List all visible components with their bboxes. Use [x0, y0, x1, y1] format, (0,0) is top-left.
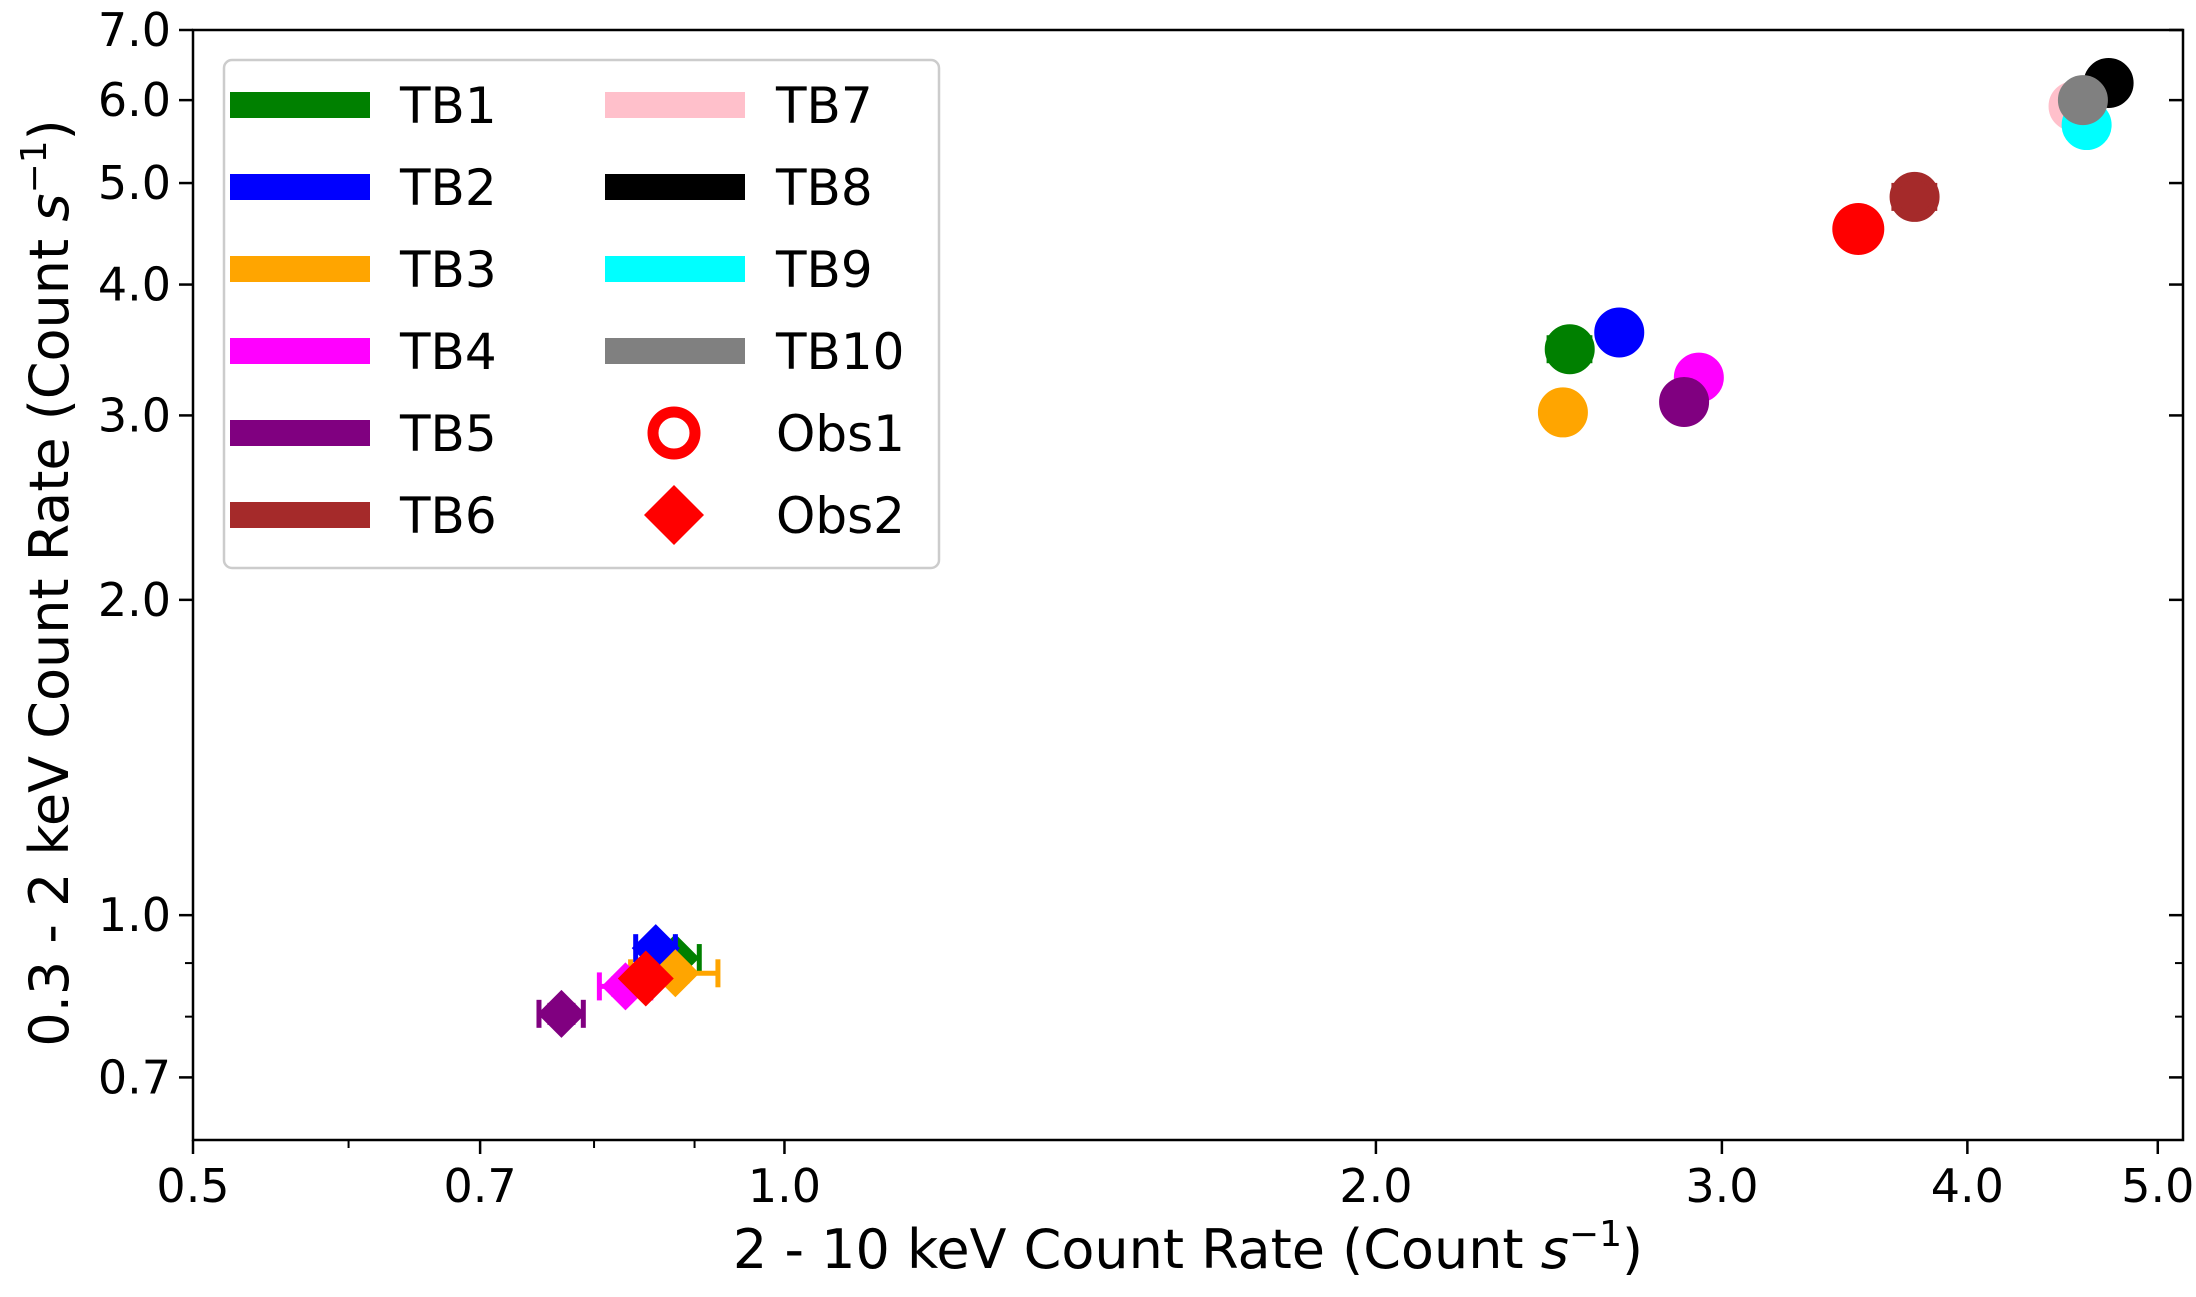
- legend-label-tb4: TB4: [399, 323, 497, 381]
- combined-obs1-point: [1832, 203, 1884, 255]
- legend: TB1 TB2 TB3 TB4 TB5 TB6 TB7 TB8 TB9 TB10 Obs1 Obs2: [224, 60, 939, 568]
- legend-swatch-tb6: [230, 502, 370, 528]
- tb5-obs1-point: [1663, 381, 1705, 423]
- legend-marker-obs1: [653, 412, 695, 454]
- legend-label-tb2: TB2: [399, 159, 497, 217]
- legend-label-tb9: TB9: [775, 241, 873, 299]
- y-tick-label: 5.0: [98, 156, 171, 210]
- y-tick-label: 1.0: [98, 888, 171, 942]
- x-tick-label: 3.0: [1685, 1159, 1758, 1213]
- legend-label-obs1: Obs1: [776, 405, 905, 463]
- tb2-obs1-point: [1598, 311, 1640, 353]
- legend-label-tb1: TB1: [399, 77, 497, 135]
- legend-swatch-tb8: [605, 174, 745, 200]
- legend-label-obs2: Obs2: [776, 487, 905, 545]
- y-tick-label: 4.0: [98, 258, 171, 312]
- legend-swatch-tb4: [230, 338, 370, 364]
- legend-swatch-tb9: [605, 256, 745, 282]
- legend-swatch-tb5: [230, 420, 370, 446]
- legend-swatch-tb7: [605, 92, 745, 118]
- legend-label-tb7: TB7: [775, 77, 873, 135]
- legend-swatch-tb3: [230, 256, 370, 282]
- legend-label-tb5: TB5: [399, 405, 497, 463]
- legend-swatch-tb2: [230, 174, 370, 200]
- legend-label-tb6: TB6: [399, 487, 497, 545]
- y-tick-label: 3.0: [98, 388, 171, 442]
- x-tick-label: 1.0: [748, 1159, 821, 1213]
- x-tick-label: 4.0: [1931, 1159, 2004, 1213]
- x-tick-label: 5.0: [2121, 1159, 2194, 1213]
- scatter-chart: 0.5 0.7 1.0 2.0 3.0 4.0 5.0 0.7 1.0 2.0 3.0 4.0 5.0 6…: [0, 0, 2196, 1297]
- tb10-obs1-point: [2062, 79, 2104, 121]
- legend-label-tb3: TB3: [399, 241, 497, 299]
- legend-label-tb10: TB10: [775, 323, 904, 381]
- legend-swatch-tb10: [605, 338, 745, 364]
- y-tick-label: 7.0: [98, 3, 171, 57]
- legend-swatch-tb1: [230, 92, 370, 118]
- x-tick-label: 2.0: [1339, 1159, 1412, 1213]
- tb6-obs1-point: [1894, 176, 1936, 218]
- y-tick-label: 0.7: [98, 1050, 171, 1104]
- legend-label-tb8: TB8: [775, 159, 873, 217]
- y-tick-label: 6.0: [98, 73, 171, 127]
- y-tick-label: 2.0: [98, 573, 171, 627]
- tb3-obs1-point: [1542, 391, 1584, 433]
- x-tick-label: 0.7: [444, 1159, 517, 1213]
- x-tick-label: 0.5: [156, 1159, 229, 1213]
- tb1-obs1-point: [1549, 328, 1591, 370]
- y-axis-label: 0.3 - 2 keV Count Rate (Count s−1): [14, 119, 81, 1046]
- x-axis-label: 2 - 10 keV Count Rate (Count s−1): [733, 1214, 1643, 1281]
